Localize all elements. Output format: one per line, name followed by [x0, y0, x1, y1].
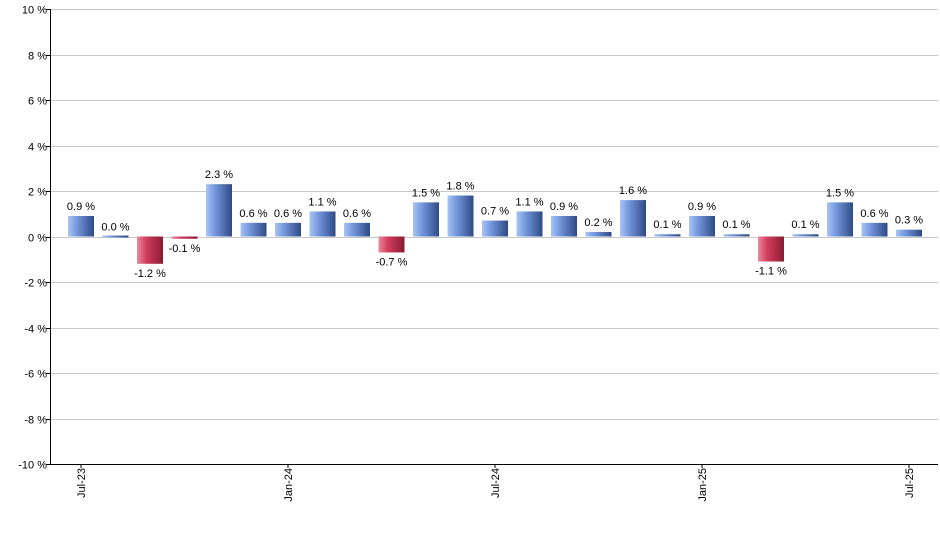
y-tick-label: -10 %: [18, 460, 47, 472]
x-tick-label: Jul-23: [76, 468, 88, 498]
bar-nov-24: [620, 200, 646, 237]
data-label-nov-24: 1.6 %: [619, 185, 647, 197]
data-label-jan-25: 0.9 %: [688, 201, 716, 213]
bar-jan-25: [689, 216, 715, 237]
bar-jun-24: [447, 195, 474, 237]
data-label-oct-23: -0.1 %: [169, 243, 201, 255]
data-label-dec-23: 0.6 %: [239, 208, 267, 220]
bar-feb-25: [723, 234, 750, 237]
data-label-sep-23: -1.2 %: [134, 268, 166, 280]
bar-sep-24: [551, 216, 577, 237]
data-label-apr-24: -0.7 %: [376, 256, 408, 268]
data-label-aug-24: 1.1 %: [515, 196, 543, 208]
y-tick-label: 0 %: [28, 233, 47, 245]
data-label-oct-24: 0.2 %: [584, 217, 612, 229]
y-tick-label: 6 %: [28, 96, 47, 108]
bar-sep-23: [137, 236, 163, 264]
x-tick-label: Jan-25: [697, 468, 709, 502]
data-label-aug-23: 0.0 %: [101, 222, 129, 234]
bar-apr-25: [792, 234, 819, 237]
bar-jun-25: [861, 222, 888, 237]
bar-nov-23: [206, 184, 232, 237]
bar-mar-25: [758, 236, 784, 262]
bar-dec-23: [240, 222, 267, 237]
bar-mar-24: [344, 222, 370, 237]
bar-may-24: [413, 202, 439, 237]
y-tick-label: -6 %: [24, 369, 47, 381]
data-label-feb-24: 1.1 %: [308, 196, 336, 208]
bar-may-25: [827, 202, 853, 237]
bars: [68, 184, 922, 264]
y-tick-label: -4 %: [24, 324, 47, 336]
bar-dec-24: [654, 234, 681, 237]
x-tick-label: Jul-24: [490, 468, 502, 498]
bar-oct-24: [585, 231, 612, 237]
bar-jul-23: [68, 216, 94, 237]
x-tick-label: Jul-25: [904, 468, 916, 498]
data-label-mar-24: 0.6 %: [343, 208, 371, 220]
data-label-sep-24: 0.9 %: [550, 201, 578, 213]
bar-feb-24: [309, 211, 336, 237]
data-label-dec-24: 0.1 %: [653, 219, 681, 231]
data-labels: 0.9 % 0.0 % -1.2 % -0.1 % 2.3 % 0.6 % 0.6 % 1.1…: [67, 169, 923, 280]
axes: 10 % 8 % 6 % 4 % 2 % 0 % -2 % -4 % -6 % -8 % -10 %…: [18, 5, 938, 502]
data-label-feb-25: 0.1 %: [722, 219, 750, 231]
data-label-jun-25: 0.6 %: [860, 208, 888, 220]
data-label-apr-25: 0.1 %: [791, 219, 819, 231]
data-label-mar-25: -1.1 %: [755, 266, 787, 278]
y-tick-label: -8 %: [24, 415, 47, 427]
bar-jan-24: [275, 222, 301, 237]
data-label-nov-23: 2.3 %: [205, 169, 233, 181]
data-label-may-25: 1.5 %: [826, 187, 854, 199]
y-tick-label: 4 %: [28, 142, 47, 154]
bar-jul-24: [482, 220, 508, 237]
y-tick-label: 10 %: [22, 5, 47, 17]
bar-jul-25: [896, 229, 922, 237]
y-tick-label: -2 %: [24, 278, 47, 290]
x-tick-label: Jan-24: [283, 468, 295, 502]
y-tick-label: 2 %: [28, 187, 47, 199]
y-tick-label: 8 %: [28, 51, 47, 63]
bar-apr-24: [378, 236, 405, 253]
bar-aug-23: [102, 235, 129, 238]
data-label-jan-24: 0.6 %: [274, 208, 302, 220]
data-label-jul-25: 0.3 %: [895, 215, 923, 227]
data-label-jun-24: 1.8 %: [446, 181, 474, 193]
bar-aug-24: [516, 211, 543, 237]
data-label-may-24: 1.5 %: [412, 187, 440, 199]
bar-oct-23: [171, 236, 198, 239]
data-label-jul-24: 0.7 %: [481, 206, 509, 218]
data-label-jul-23: 0.9 %: [67, 201, 95, 213]
